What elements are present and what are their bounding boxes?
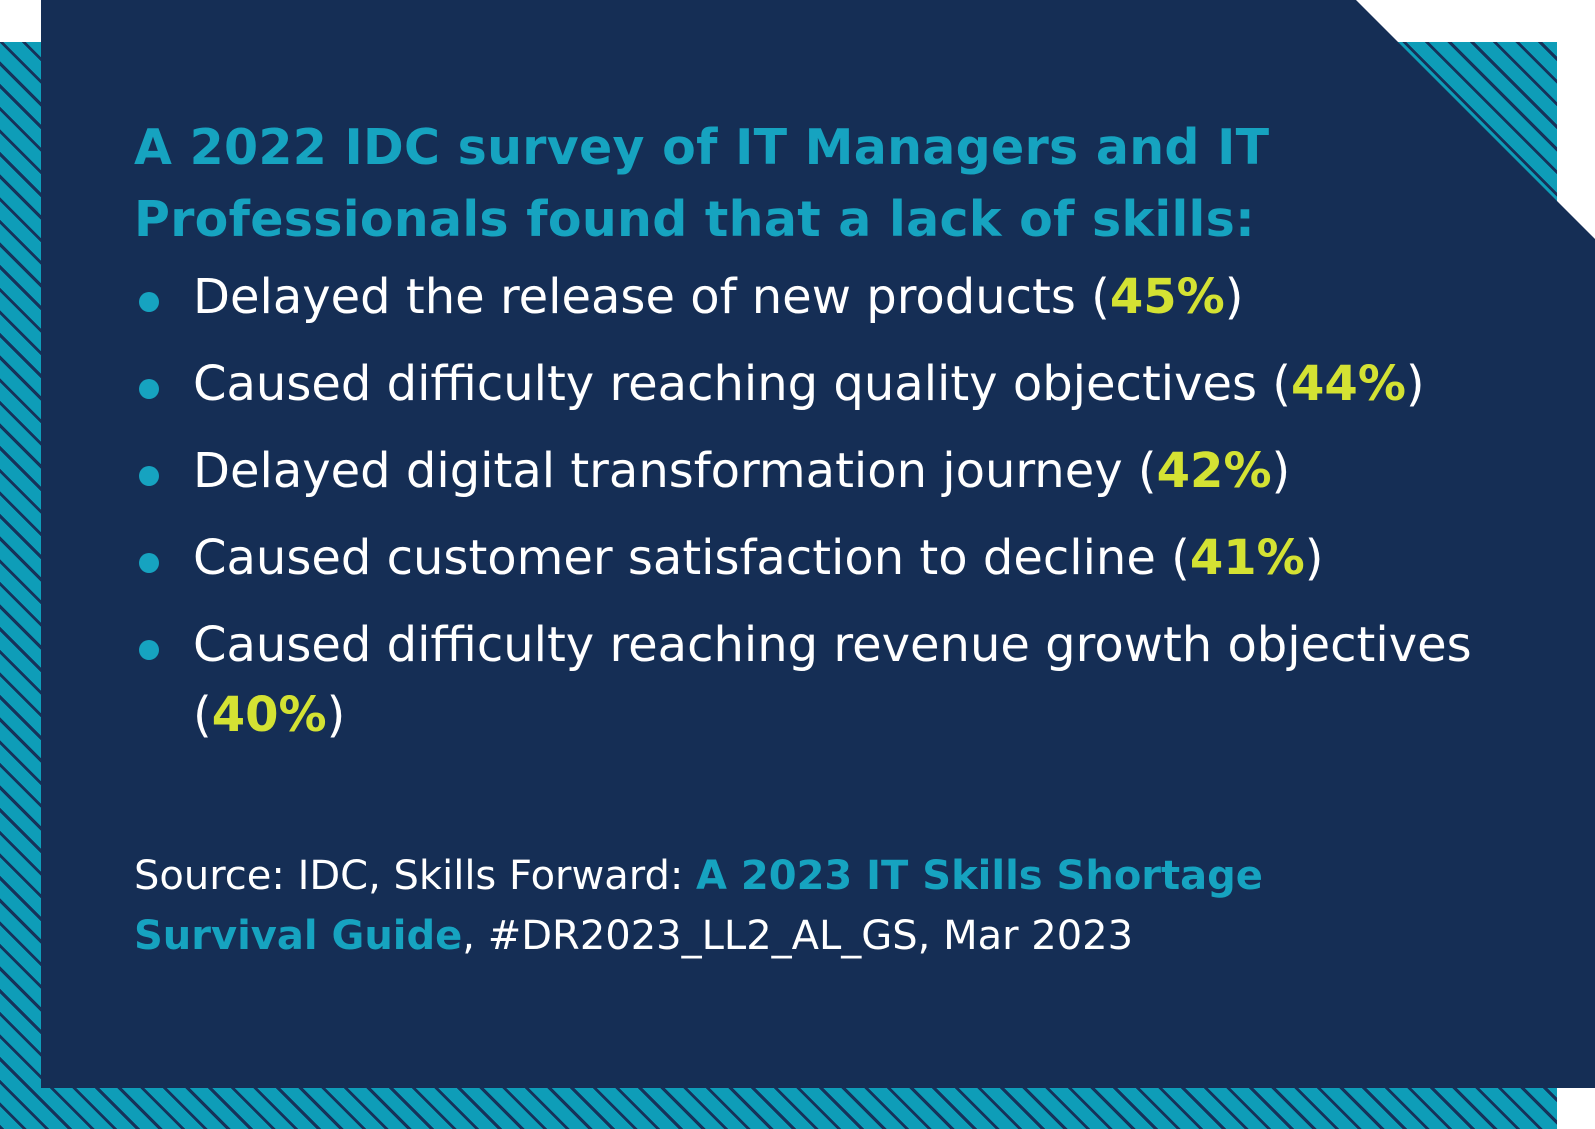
paren-close: )	[1304, 530, 1324, 586]
paren-open: (	[1272, 356, 1292, 412]
source-prefix: Source: IDC, Skills Forward:	[134, 853, 697, 899]
finding-item: Caused difficulty reaching revenue growt…	[134, 610, 1474, 750]
paren-close: )	[1405, 356, 1425, 412]
source-citation: Source: IDC, Skills Forward: A 2023 IT S…	[134, 846, 1434, 966]
paren-close: )	[1224, 269, 1244, 325]
finding-text: Caused difficulty reaching revenue growt…	[193, 617, 1472, 673]
heading: A 2022 IDC survey of IT Managers and IT …	[134, 119, 1270, 248]
paren-open: (	[1091, 269, 1110, 325]
paren-close: )	[326, 687, 346, 743]
source-title: A 2023 IT Skills Shortage Survival Guide	[134, 853, 1263, 959]
source-suffix: , #DR2023_LL2_AL_GS, Mar 2023	[462, 913, 1134, 959]
findings-list: Delayed the release of new products (45%…	[134, 262, 1474, 767]
bullet-dot-icon	[139, 292, 159, 312]
paren-open: (	[1137, 443, 1157, 499]
finding-percent: 42%	[1156, 443, 1272, 499]
finding-percent: 44%	[1291, 356, 1406, 412]
finding-item: Caused customer satisfaction to decline …	[134, 523, 1474, 593]
paren-open: (	[1171, 530, 1190, 586]
bullet-dot-icon	[139, 553, 159, 573]
bullet-dot-icon	[139, 379, 159, 399]
bullet-dot-icon	[139, 466, 159, 486]
finding-text: Delayed digital transformation journey	[193, 443, 1138, 499]
finding-item: Caused difficulty reaching quality objec…	[134, 349, 1474, 419]
finding-text: Caused difficulty reaching quality objec…	[193, 356, 1273, 412]
bullet-dot-icon	[139, 640, 159, 660]
content-panel	[41, 0, 1595, 1088]
paren-open: (	[193, 687, 212, 743]
finding-percent: 45%	[1109, 269, 1225, 325]
finding-text: Caused customer satisfaction to decline	[193, 530, 1172, 586]
finding-percent: 40%	[211, 687, 327, 743]
paren-close: )	[1271, 443, 1291, 499]
finding-percent: 41%	[1189, 530, 1305, 586]
finding-item: Delayed the release of new products (45%…	[134, 262, 1474, 332]
finding-item: Delayed digital transformation journey (…	[134, 436, 1474, 506]
finding-text: Delayed the release of new products	[193, 269, 1092, 325]
